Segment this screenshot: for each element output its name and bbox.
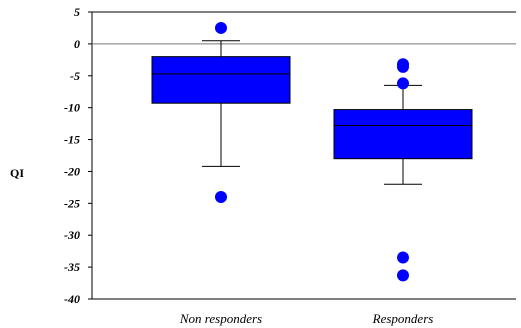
- outlier-point: [215, 21, 227, 34]
- y-tick-label: -15: [64, 133, 80, 147]
- y-tick-label: -35: [64, 260, 80, 274]
- x-category-label: Non responders: [179, 311, 262, 326]
- y-tick-label: -20: [64, 164, 80, 178]
- y-tick-label: 5: [74, 5, 80, 19]
- outlier-point: [397, 251, 409, 264]
- marks-layer: [151, 21, 473, 282]
- y-tick-label: -25: [64, 196, 80, 210]
- outlier-point: [397, 77, 409, 90]
- outlier-point: [397, 60, 409, 73]
- y-tick-label: -10: [64, 101, 80, 115]
- y-tick-label: -40: [64, 292, 80, 306]
- y-tick-label: -5: [70, 69, 80, 83]
- outlier-point: [215, 190, 227, 203]
- box-iqr: [333, 109, 473, 160]
- box-iqr: [151, 56, 291, 104]
- y-axis-title: QI: [10, 166, 24, 180]
- y-tick-label: 0: [74, 37, 80, 51]
- x-category-label: Responders: [372, 311, 434, 326]
- y-tick-label: -30: [64, 228, 80, 242]
- outlier-point: [397, 269, 409, 282]
- axes-layer: 5 0 -5 -10 -15 -20 -25 -30 -35 -40 Non responders R…: [64, 5, 516, 326]
